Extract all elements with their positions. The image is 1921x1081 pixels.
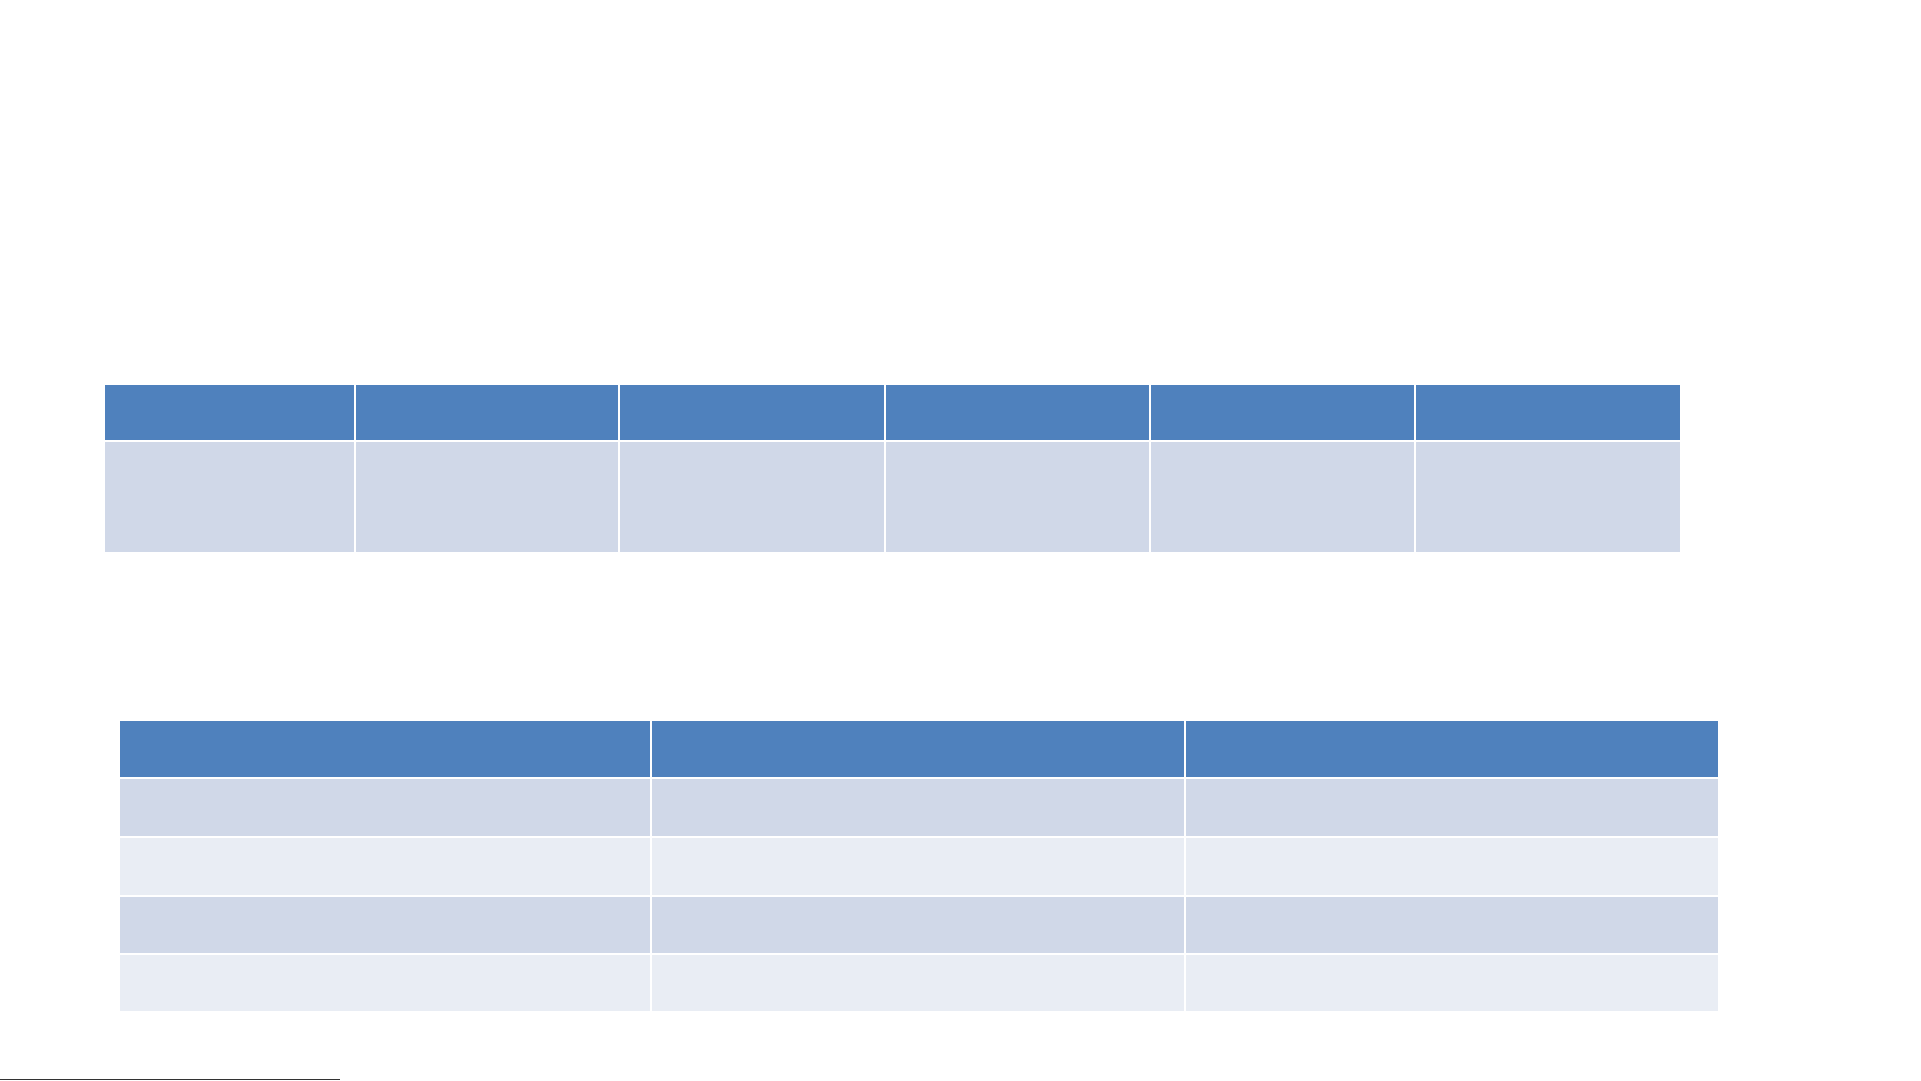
header-row (120, 721, 1718, 778)
body-row (120, 954, 1718, 1011)
table-top (105, 385, 1680, 552)
body-row (120, 837, 1718, 896)
body-row (120, 778, 1718, 837)
header-row (105, 385, 1680, 441)
body-row (105, 441, 1680, 552)
table-bottom (120, 721, 1718, 1011)
body-row (120, 896, 1718, 954)
